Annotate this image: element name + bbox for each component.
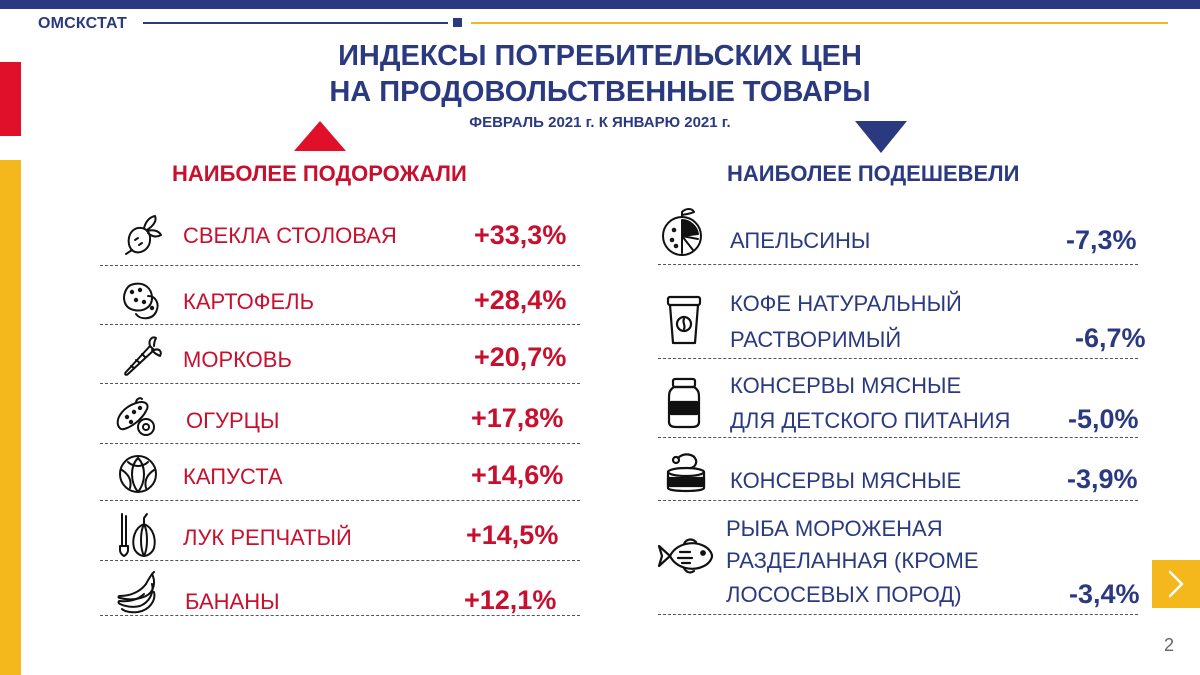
row-divider xyxy=(658,614,1138,615)
up-item-value: +14,6% xyxy=(471,460,564,490)
down-item-label-line-2: РАСТВОРИМЫЙ xyxy=(730,327,902,352)
down-item-label-line-2: РАЗДЕЛАННАЯ (КРОМЕ xyxy=(726,548,979,573)
header-rule-yellow xyxy=(471,22,1168,24)
up-item-label: МОРКОВЬ xyxy=(183,347,292,372)
down-item-label: КОНСЕРВЫ МЯСНЫЕ xyxy=(730,468,962,493)
up-item-value: +33,3% xyxy=(474,220,567,250)
row-divider xyxy=(658,500,1138,501)
triangle-up-icon xyxy=(294,121,346,151)
row-divider xyxy=(100,265,580,266)
onion-icon xyxy=(114,510,160,560)
orange-icon xyxy=(660,208,706,258)
side-accent-yellow xyxy=(0,160,21,675)
row-divider xyxy=(100,383,580,384)
down-heading: НАИБОЛЕЕ ПОДЕШЕВЕЛИ xyxy=(727,161,1020,186)
header-rule-blue xyxy=(143,22,448,24)
page-number: 2 xyxy=(1164,635,1175,655)
row-divider xyxy=(100,615,580,616)
brand-logo-text: ОМСКСТАТ xyxy=(38,15,127,32)
down-item-value: -7,3% xyxy=(1066,225,1137,255)
carrot-icon xyxy=(120,334,164,378)
top-bar xyxy=(0,0,1200,9)
up-item-value: +14,5% xyxy=(466,520,559,550)
cucumber-icon xyxy=(112,395,156,439)
up-item-label: КАПУСТА xyxy=(183,464,283,489)
up-item-label: БАНАНЫ xyxy=(185,589,280,614)
row-divider xyxy=(100,500,580,501)
down-item-value: -5,0% xyxy=(1068,404,1139,434)
potato-icon xyxy=(118,278,162,322)
up-item-value: +20,7% xyxy=(474,342,567,372)
cabbage-icon xyxy=(116,452,160,496)
up-heading: НАИБОЛЕЕ ПОДОРОЖАЛИ xyxy=(172,161,467,186)
down-item-label-line-1: РЫБА МОРОЖЕНАЯ xyxy=(726,516,943,541)
down-item-label-line-2: ДЛЯ ДЕТСКОГО ПИТАНИЯ xyxy=(730,408,1011,433)
header-rule-square xyxy=(453,18,462,27)
down-item-value: -3,9% xyxy=(1067,464,1138,494)
fish-icon xyxy=(656,534,714,578)
next-slide-button[interactable] xyxy=(1152,560,1200,608)
down-item-value: -3,4% xyxy=(1069,579,1140,609)
up-item-label: СВЕКЛА СТОЛОВАЯ xyxy=(183,223,397,248)
down-item-label: АПЕЛЬСИНЫ xyxy=(730,228,871,253)
row-divider xyxy=(100,560,580,561)
up-item-value: +28,4% xyxy=(474,285,567,315)
down-item-label-line-1: КОФЕ НАТУРАЛЬНЫЙ xyxy=(730,291,962,316)
row-divider xyxy=(100,324,580,325)
up-item-label: ОГУРЦЫ xyxy=(186,408,280,433)
down-item-label-line-3: ЛОСОСЕВЫХ ПОРОД) xyxy=(726,582,962,607)
side-accent-red xyxy=(0,62,21,136)
row-divider xyxy=(658,437,1138,438)
up-item-label: КАРТОФЕЛЬ xyxy=(183,289,315,314)
page-title-line-1: ИНДЕКСЫ ПОТРЕБИТЕЛЬСКИХ ЦЕН xyxy=(338,40,862,72)
down-item-label-line-1: КОНСЕРВЫ МЯСНЫЕ xyxy=(730,373,962,398)
up-item-value: +17,8% xyxy=(471,403,564,433)
banana-icon xyxy=(114,570,160,614)
page-subtitle: ФЕВРАЛЬ 2021 г. К ЯНВАРЮ 2021 г. xyxy=(469,114,731,131)
beet-icon xyxy=(120,212,164,256)
jar-icon xyxy=(666,376,702,430)
triangle-down-icon xyxy=(855,121,907,153)
row-divider xyxy=(100,443,580,444)
down-item-value: -6,7% xyxy=(1075,323,1146,353)
up-item-label: ЛУК РЕПЧАТЫЙ xyxy=(183,525,352,550)
page-title-line-2: НА ПРОДОВОЛЬСТВЕННЫЕ ТОВАРЫ xyxy=(329,76,871,108)
chevron-right-icon xyxy=(1168,570,1184,598)
row-divider xyxy=(658,264,1138,265)
coffee-cup-icon xyxy=(664,293,704,347)
up-item-value: +12,1% xyxy=(464,585,557,615)
tin-can-icon xyxy=(664,450,708,496)
row-divider xyxy=(658,358,1138,359)
